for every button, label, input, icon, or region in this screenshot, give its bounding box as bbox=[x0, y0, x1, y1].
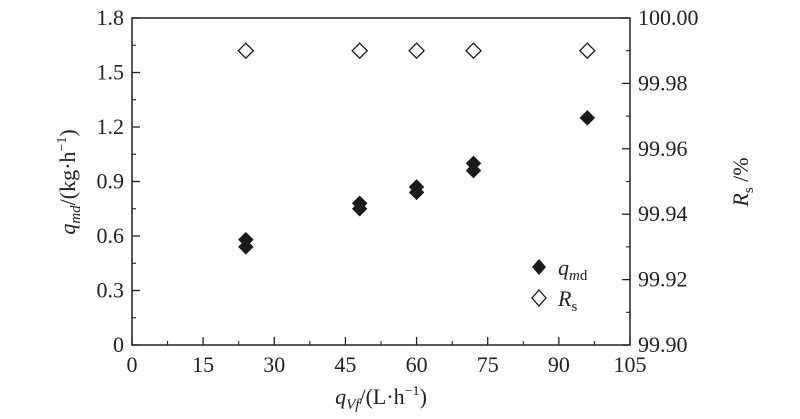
rs-point bbox=[578, 42, 596, 60]
legend-label-rs: Rs bbox=[557, 286, 577, 315]
legend-entry-rs: Rs bbox=[531, 286, 577, 315]
legend-entry-qmd: qmd bbox=[532, 255, 588, 284]
data-marks bbox=[237, 42, 596, 255]
x-tick-label: 75 bbox=[477, 352, 499, 377]
y-axis-left-label: qmd/(kg·h−1) bbox=[55, 129, 84, 234]
rs-point bbox=[465, 42, 482, 60]
y-right-tick-label: 99.90 bbox=[638, 332, 688, 357]
x-tick-label: 0 bbox=[127, 352, 138, 377]
y-left-tick-label: 1.5 bbox=[97, 60, 125, 85]
y-axis-right-label: Rs /% bbox=[728, 157, 757, 207]
y-right-tick-label: 99.98 bbox=[638, 70, 688, 95]
y-left-tick-label: 0.3 bbox=[97, 278, 125, 303]
x-tick-label: 45 bbox=[334, 352, 356, 377]
qmd-point bbox=[351, 200, 368, 217]
y-left-tick-label: 0.6 bbox=[97, 223, 125, 248]
qmd-point bbox=[237, 239, 254, 255]
rs-point bbox=[408, 42, 425, 60]
y-left-tick-label: 0 bbox=[113, 332, 124, 357]
x-tick-label: 15 bbox=[192, 352, 214, 377]
x-tick-label: 90 bbox=[548, 352, 570, 377]
legend: qmd Rs bbox=[531, 255, 588, 315]
y-right-tick-label: 99.96 bbox=[638, 136, 688, 161]
axis-ticks bbox=[131, 17, 631, 346]
x-tick-label: 30 bbox=[263, 352, 285, 377]
tick-labels: 0 15 30 45 60 75 90 105 0 0.3 0.6 0.9 1.2 1.5 1.8 99.90… bbox=[97, 5, 699, 377]
y-left-tick-label: 1.8 bbox=[97, 5, 125, 30]
x-tick-label: 105 bbox=[614, 352, 647, 377]
qmd-point bbox=[465, 162, 482, 179]
y-right-tick-label: 99.94 bbox=[638, 201, 688, 226]
y-left-tick-label: 0.9 bbox=[97, 169, 125, 194]
x-tick-label: 60 bbox=[406, 352, 428, 377]
plot-frame bbox=[131, 17, 631, 346]
legend-marker-rs bbox=[531, 289, 547, 307]
legend-marker-qmd bbox=[532, 259, 546, 275]
legend-label-qmd: qmd bbox=[558, 255, 588, 284]
y-right-tick-label: 99.92 bbox=[638, 267, 688, 292]
x-axis-label: qVf/(L·h−1) bbox=[335, 384, 427, 413]
rs-point bbox=[351, 42, 369, 60]
qmd-point bbox=[408, 184, 425, 201]
qmd-point bbox=[579, 110, 596, 126]
y-left-tick-label: 1.2 bbox=[97, 114, 125, 139]
rs-point bbox=[237, 42, 255, 60]
y-right-tick-label: 100.00 bbox=[638, 5, 699, 30]
